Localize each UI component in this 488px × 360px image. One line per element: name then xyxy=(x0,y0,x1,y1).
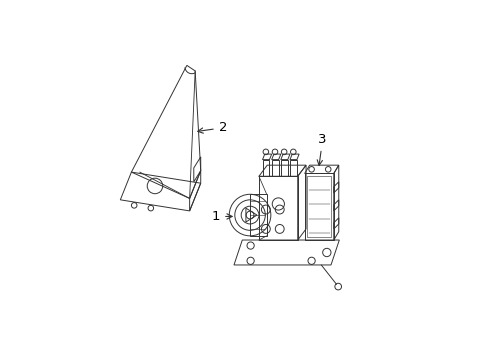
Text: 1: 1 xyxy=(211,210,232,223)
Text: 2: 2 xyxy=(197,121,227,134)
Text: 3: 3 xyxy=(317,133,326,165)
